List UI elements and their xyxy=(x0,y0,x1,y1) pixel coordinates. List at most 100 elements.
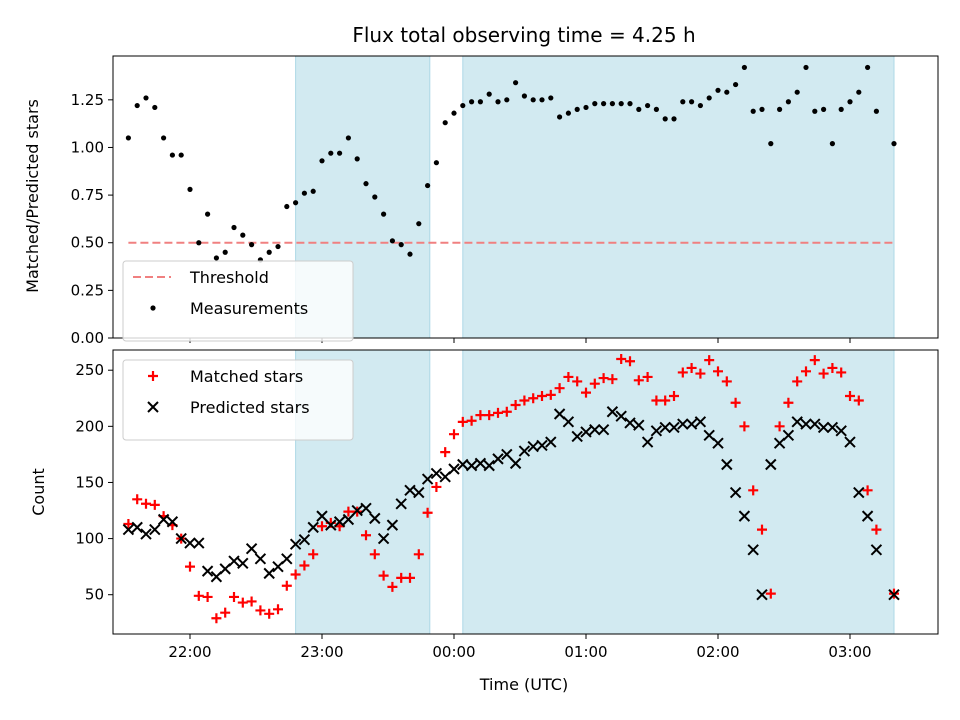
predicted-stars-point xyxy=(791,416,803,428)
predicted-stars-point xyxy=(369,512,381,525)
matched-stars-point xyxy=(132,494,143,505)
measurements-point xyxy=(829,141,836,147)
predicted-stars-point xyxy=(448,463,460,475)
measurements-point xyxy=(609,101,616,107)
matched-stars-point xyxy=(493,407,503,418)
predicted-stars-point xyxy=(316,510,328,522)
predicted-stars-point xyxy=(809,418,821,430)
measurements-point xyxy=(601,101,607,107)
predicted-stars-point xyxy=(888,589,900,601)
measurements-point xyxy=(741,64,748,71)
predicted-stars-point xyxy=(492,453,504,465)
matched-stars-point xyxy=(369,549,380,560)
y-tick-label: 100 xyxy=(75,530,104,548)
matched-stars-point xyxy=(484,410,495,421)
predicted-stars-point xyxy=(157,513,170,526)
matched-stars-point xyxy=(317,521,327,532)
predicted-stars-point xyxy=(342,513,355,526)
y-tick-label: 200 xyxy=(75,417,104,435)
measurements-point xyxy=(495,99,501,105)
chart-title: Flux total observing time = 4.25 h xyxy=(352,23,695,47)
measurements-point xyxy=(152,104,158,111)
measurements-point xyxy=(838,106,844,112)
predicted-stars-point xyxy=(509,457,522,470)
measurements-point xyxy=(169,152,175,158)
measurements-point xyxy=(381,211,387,217)
matched-stars-point xyxy=(281,580,292,591)
predicted-stars-point xyxy=(782,429,795,442)
ratio-panel: 0.00 0.25 0.50 0.75 1.00 1.25 Matched/Predict… xyxy=(23,55,939,347)
y-tick-label: 0.25 xyxy=(71,281,104,299)
measurements-point xyxy=(539,97,545,103)
predicted-stars-point xyxy=(193,537,205,549)
predicted-stars-point xyxy=(122,523,135,536)
measurements-point xyxy=(653,106,660,112)
predicted-stars-point xyxy=(518,445,531,457)
predicted-stars-point xyxy=(685,418,698,430)
matched-stars-point xyxy=(660,395,671,406)
measurements-point xyxy=(469,99,475,105)
predicted-stars-point xyxy=(694,416,707,428)
predicted-stars-point xyxy=(615,410,627,422)
matched-stars-point xyxy=(202,591,213,602)
matched-stars-point xyxy=(449,429,459,440)
matched-stars-point xyxy=(466,415,477,426)
measurements-point xyxy=(442,120,448,126)
matched-stars-point xyxy=(361,530,371,541)
matched-stars-point xyxy=(457,416,468,427)
measurements-point xyxy=(222,249,228,255)
predicted-stars-point xyxy=(677,418,689,430)
matched-stars-point xyxy=(616,353,627,364)
matched-stars-point xyxy=(581,387,591,398)
measurements-point xyxy=(847,99,853,105)
matched-stars-point xyxy=(387,581,398,592)
predicted-stars-point xyxy=(501,448,513,461)
measurements-point xyxy=(821,106,827,112)
predicted-stars-point xyxy=(861,510,874,522)
predicted-stars-point xyxy=(421,473,434,485)
measurements-point xyxy=(504,97,510,103)
measurements-point xyxy=(803,64,809,71)
measurements-point xyxy=(521,93,528,99)
matched-stars-point xyxy=(229,591,239,602)
plot-frame xyxy=(112,55,939,339)
measurements-point xyxy=(583,104,589,111)
matched-stars-point xyxy=(757,524,767,535)
predicted-stars-point xyxy=(571,430,583,443)
x-tick-label: 00:00 xyxy=(432,643,475,661)
measurements-point xyxy=(178,152,184,158)
count-axes: 22:00 23:00 00:00 01:00 02:00 03:00 50 100 150 20… xyxy=(75,349,939,661)
predicted-stars-point xyxy=(729,486,742,499)
legend-label-matched-stars: Matched stars xyxy=(190,367,303,386)
matched-stars-point xyxy=(149,499,160,510)
measurements-point xyxy=(557,114,563,120)
matched-stars-point xyxy=(528,393,539,404)
predicted-stars-point xyxy=(835,425,847,437)
y-tick-label: 0.00 xyxy=(71,329,104,347)
predicted-stars-point xyxy=(765,458,777,471)
measurements-point xyxy=(636,106,642,112)
measurements-point xyxy=(372,194,378,200)
matched-stars-point xyxy=(343,506,354,517)
legend-box xyxy=(122,260,354,342)
predicted-stars-point xyxy=(254,553,267,565)
matched-stars-point xyxy=(572,376,583,387)
measurements-point xyxy=(354,156,360,162)
matched-stars-point xyxy=(440,447,451,458)
matched-stars-point xyxy=(704,355,715,366)
observing-intervals xyxy=(295,349,895,635)
matched-stars-point xyxy=(607,374,618,385)
legend-marker-measurements xyxy=(150,305,156,311)
predicted-stars-point xyxy=(580,426,592,438)
matched-stars-point xyxy=(853,395,864,406)
predicted-stars-point xyxy=(747,544,759,556)
matched-stars-point xyxy=(589,378,600,389)
matched-stars-point xyxy=(801,366,811,377)
predicted-stars-point xyxy=(633,419,645,431)
predicted-stars-point xyxy=(184,537,196,549)
measurements-point xyxy=(873,108,880,114)
measurements-point xyxy=(284,203,290,210)
predicted-stars-point xyxy=(800,418,812,430)
matched-stars-point xyxy=(413,549,424,560)
